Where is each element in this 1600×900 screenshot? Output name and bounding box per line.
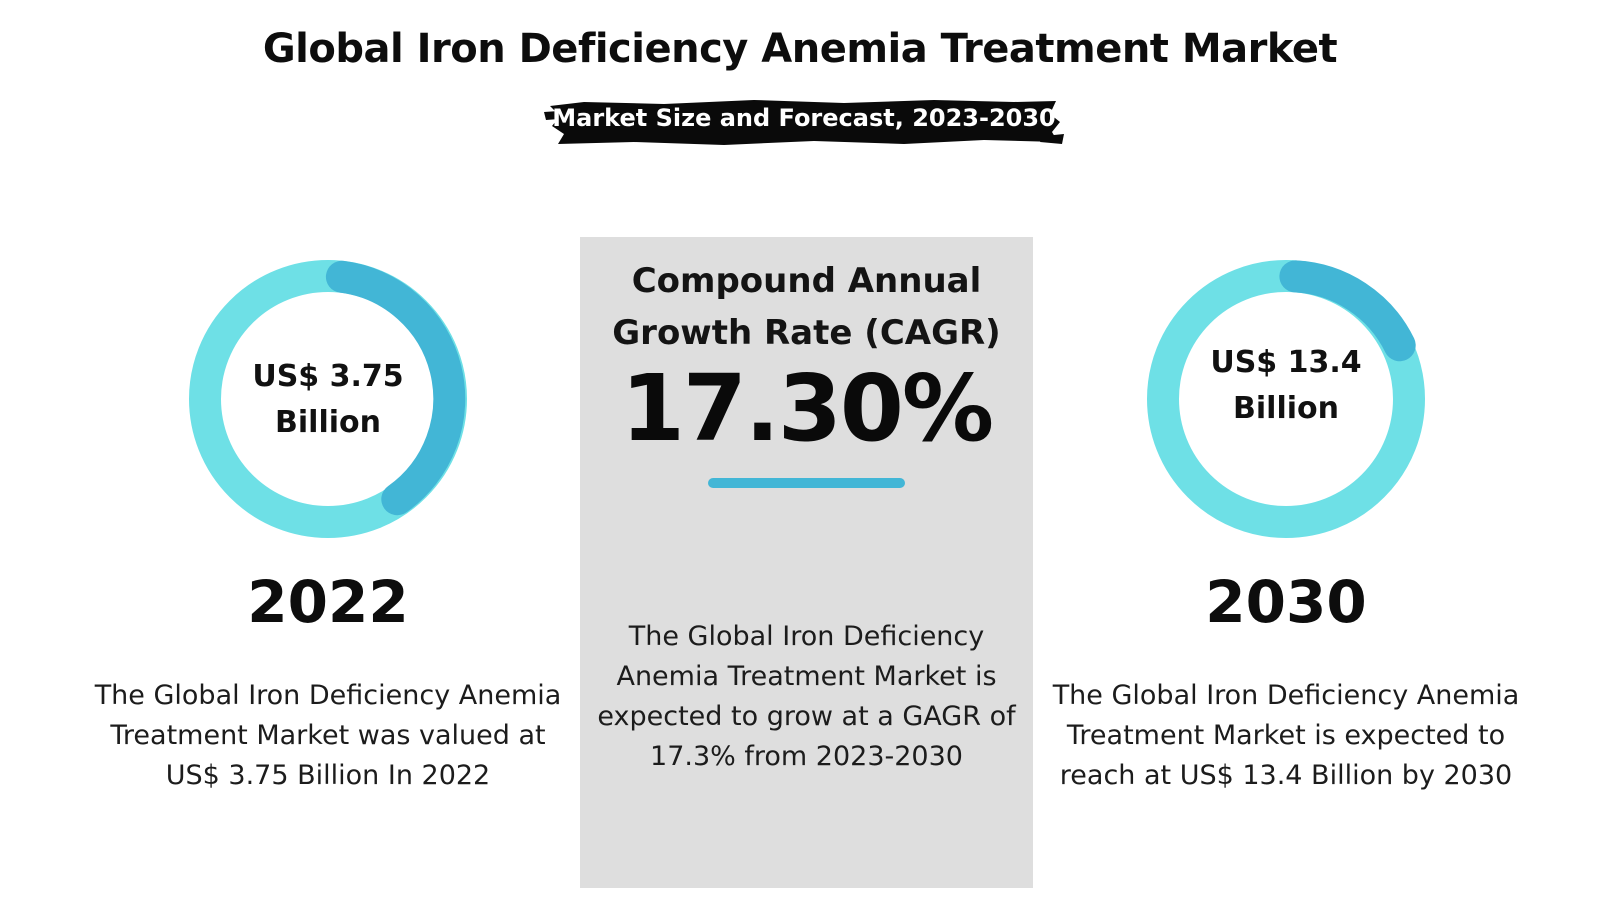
ring-progress-arc xyxy=(1279,260,1416,362)
ring-progress-arc xyxy=(325,260,466,516)
description-2030: The Global Iron Deficiency Anemia Treatm… xyxy=(1052,680,1520,791)
year-2030: 2030 xyxy=(1205,568,1367,636)
cagr-value: 17.30% xyxy=(620,355,994,462)
subtitle-banner: Market Size and Forecast, 2023-2030 xyxy=(544,92,1064,150)
market-2030-ring: US$ 13.4 Billion xyxy=(1141,254,1431,544)
value-line-2: Billion xyxy=(275,405,381,440)
value-line-1: US$ 13.4 xyxy=(1210,345,1362,380)
cagr-description: The Global Iron Deficiency Anemia Treatm… xyxy=(597,621,1016,772)
cagr-label-line-2: Growth Rate (CAGR) xyxy=(612,313,1001,353)
value-line-2: Billion xyxy=(1233,391,1339,426)
market-2022-ring: US$ 3.75 Billion xyxy=(183,254,473,544)
year-2022: 2022 xyxy=(247,568,409,636)
cagr-underline xyxy=(708,478,905,488)
value-line-1: US$ 3.75 xyxy=(252,359,404,394)
cagr-panel: Compound Annual Growth Rate (CAGR) 17.30… xyxy=(580,237,1033,888)
subtitle: Market Size and Forecast, 2023-2030 xyxy=(552,104,1056,132)
description-2022: The Global Iron Deficiency Anemia Treatm… xyxy=(94,680,562,791)
cagr-label-line-1: Compound Annual xyxy=(631,261,982,301)
page-title: Global Iron Deficiency Anemia Treatment … xyxy=(262,26,1338,72)
brush-stroke-shape xyxy=(544,100,1064,145)
